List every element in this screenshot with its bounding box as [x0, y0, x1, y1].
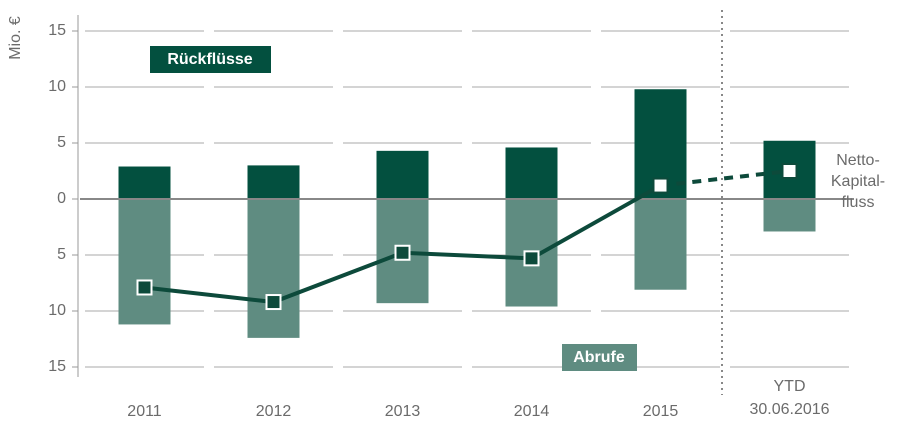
marker [652, 177, 669, 194]
bar [634, 199, 687, 290]
legend-box [562, 344, 637, 371]
legend-label: Abrufe [573, 349, 625, 366]
y-tick-label: 10 [48, 302, 66, 319]
marker [781, 163, 798, 179]
y-axis-label: Mio. € [7, 16, 24, 60]
marker [265, 294, 282, 311]
x-tick-label: 2012 [256, 403, 292, 420]
marker [523, 250, 540, 267]
y-tick-label: 0 [57, 190, 66, 207]
y-tick-label: 15 [48, 22, 66, 39]
marker [136, 279, 153, 296]
x-tick-label: 2015 [643, 403, 679, 420]
bar [763, 199, 816, 232]
bar [376, 150, 429, 199]
x-tick-label: 2013 [385, 403, 421, 420]
y-tick-label: 5 [57, 134, 66, 151]
marker [394, 244, 411, 261]
x-tick-label: 30.06.2016 [749, 401, 829, 418]
line-label: fluss [842, 194, 875, 211]
bar [247, 165, 300, 199]
bar [118, 166, 171, 199]
x-tick-label: 2011 [127, 403, 162, 420]
bar [247, 199, 300, 338]
legend-label: Rückflüsse [167, 51, 252, 68]
x-tick-label: YTD [774, 378, 806, 395]
line-label: Netto- [836, 152, 880, 169]
legend-box [150, 46, 271, 73]
line-label: Kapital- [831, 173, 885, 190]
line-dashed [660, 169, 790, 188]
y-tick-label: 10 [48, 78, 66, 95]
bar [118, 199, 171, 325]
y-tick-label: 5 [57, 246, 66, 263]
bar [505, 147, 558, 199]
y-tick-label: 15 [48, 358, 66, 375]
x-tick-label: 2014 [514, 403, 550, 420]
